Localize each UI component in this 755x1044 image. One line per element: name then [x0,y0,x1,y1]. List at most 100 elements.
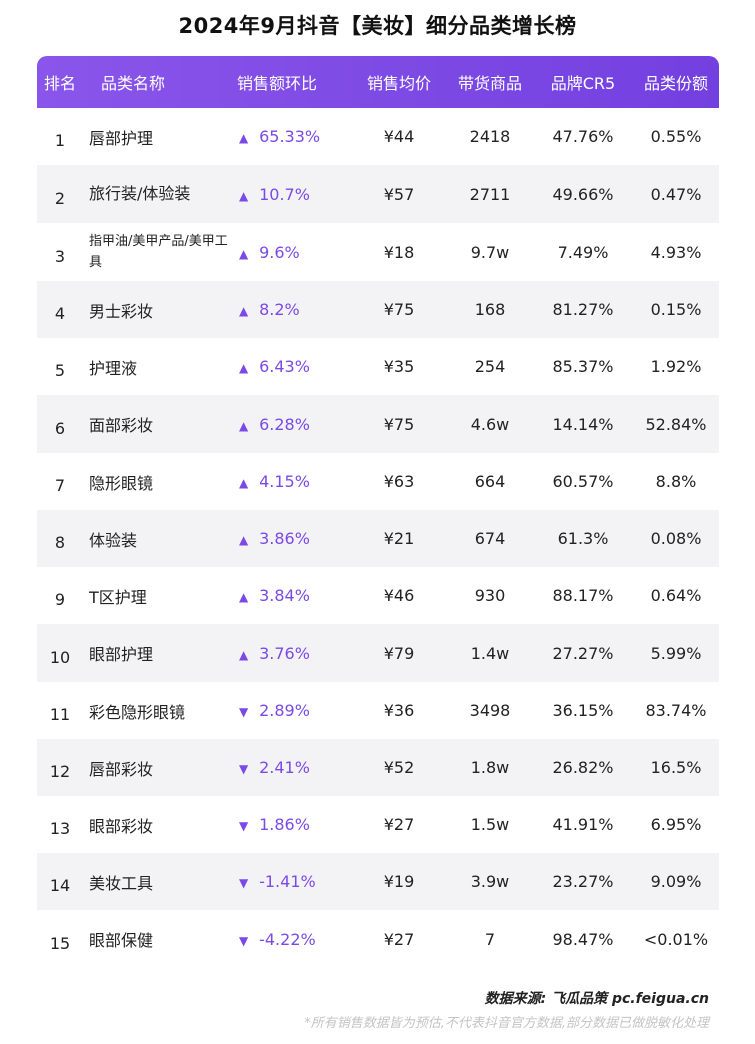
sales-change-value: 3.84% [259,586,310,605]
triangle-up-icon: ▲ [239,131,249,145]
category-share-cell: 0.08% [650,529,702,548]
goods-cell: 930 [474,586,506,605]
brand-cr5-cell: 27.27% [552,643,614,663]
table-row: 2 旅行装/体验装 ▲ 10.7% ¥57 2711 49.66% 0.47% [37,165,719,223]
triangle-down-icon: ▼ [239,819,249,833]
page-title: 2024年9月抖音【美妆】细分品类增长榜 [178,14,577,38]
category-share-cell: 83.74% [645,701,707,720]
table-body: 1 唇部护理 ▲ 65.33% ¥44 2418 47.76% 0.55% 2 旅行装/体验装 ▲… [37,108,719,968]
category-share-cell: 8.8% [655,472,697,491]
sales-change-value: 4.15% [259,472,310,491]
sales-change-value: 2.89% [259,701,310,720]
category-cell: 眼部护理 [89,645,154,664]
header-rank: 排名 [43,74,76,93]
avg-price-cell: ¥36 [383,701,415,720]
category-cell: 彩色隐形眼镜 [89,702,186,722]
rank-cell: 10 [49,647,71,667]
goods-cell: 664 [474,472,506,491]
category-share-cell: 0.55% [650,127,702,146]
sales-change-cell: ▲ 10.7% [229,185,351,204]
disclaimer-note: *所有销售数据皆为预估,不代表抖音官方数据,部分数据已做脱敏化处理 [304,1016,709,1031]
category-cell: 眼部彩妆 [89,816,154,836]
goods-cell: 7 [484,929,496,949]
triangle-up-icon: ▲ [239,361,249,375]
table-row: 9 T区护理 ▲ 3.84% ¥46 930 88.17% 0.64% [37,567,719,624]
header-sales-change: 销售额环比 [237,74,318,93]
ranking-table: 排名 品类名称 销售额环比 销售均价 带货商品 品牌CR5 品类份额 1 唇部护理… [37,56,719,968]
avg-price-cell: ¥27 [383,815,415,834]
header-avg-price: 销售均价 [366,74,431,93]
header-goods: 带货商品 [457,74,522,93]
goods-cell: 1.4w [470,643,510,663]
category-cell: 唇部护理 [89,128,154,148]
header-brand-cr5: 品牌CR5 [550,74,616,93]
category-share-cell: 9.09% [650,872,702,891]
table-row: 5 护理液 ▲ 6.43% ¥35 254 85.37% 1.92% [37,338,719,395]
sales-change-value: 8.2% [259,300,300,319]
table-row: 11 彩色隐形眼镜 ▼ 2.89% ¥36 3498 36.15% 83.74% [37,682,719,739]
category-share-cell: 5.99% [650,643,702,663]
rank-cell: 11 [49,705,71,724]
triangle-up-icon: ▲ [239,304,249,318]
category-cell: 体验装 [89,530,138,550]
brand-cr5-cell: 23.27% [552,872,614,891]
sales-change-cell: ▲ 9.6% [229,243,351,262]
avg-price-cell: ¥75 [383,414,415,434]
category-share-cell: 16.5% [650,758,702,777]
sales-change-value: 10.7% [259,184,310,204]
sales-change-cell: ▲ 3.86% [229,529,351,548]
avg-price-cell: ¥19 [383,872,415,891]
table-row: 12 唇部彩妆 ▼ 2.41% ¥52 1.8w 26.82% 16.5% [37,739,719,796]
sales-change-value: -4.22% [259,929,316,949]
table-row: 8 体验装 ▲ 3.86% ¥21 674 61.3% 0.08% [37,510,719,567]
brand-cr5-cell: 61.3% [557,529,609,548]
rank-cell: 4 [54,304,66,323]
avg-price-cell: ¥52 [383,758,415,777]
triangle-down-icon: ▼ [239,762,249,776]
goods-cell: 1.8w [470,758,510,777]
goods-cell: 674 [474,529,506,548]
table-row: 1 唇部护理 ▲ 65.33% ¥44 2418 47.76% 0.55% [37,108,719,165]
goods-cell: 9.7w [470,242,510,262]
brand-cr5-cell: 26.82% [552,758,614,777]
category-share-cell: 6.95% [650,815,702,834]
goods-cell: 1.5w [470,815,510,834]
sales-change-value: 1.86% [259,815,310,834]
brand-cr5-cell: 47.76% [552,127,614,146]
triangle-down-icon: ▼ [239,933,249,948]
category-share-cell: 0.15% [650,300,702,319]
triangle-up-icon: ▲ [239,533,249,547]
table-row: 7 隐形眼镜 ▲ 4.15% ¥63 664 60.57% 8.8% [37,453,719,510]
sales-change-cell: ▲ 6.43% [229,357,351,376]
table-row: 3 指甲油/美甲产品/美甲工具 ▲ 9.6% ¥18 9.7w 7.49% 4.93% [37,223,719,281]
goods-cell: 2711 [469,184,511,204]
category-cell: 眼部保健 [89,931,154,950]
brand-cr5-cell: 88.17% [552,586,614,605]
rank-cell: 2 [54,188,66,208]
rank-cell: 5 [54,361,66,380]
sales-change-value: 2.41% [259,758,310,777]
brand-cr5-cell: 98.47% [552,929,614,949]
category-cell: 旅行装/体验装 [89,184,191,203]
sales-change-cell: ▼ 1.86% [229,815,351,834]
category-share-cell: 0.47% [650,184,702,204]
category-cell: 唇部彩妆 [89,759,154,779]
triangle-up-icon: ▲ [239,647,249,662]
brand-cr5-cell: 49.66% [552,184,614,204]
category-share-cell: 52.84% [645,414,707,434]
rank-cell: 14 [49,876,71,895]
rank-cell: 13 [49,819,71,838]
sales-change-value: 6.43% [259,357,310,376]
triangle-up-icon: ▲ [239,476,249,490]
header-category-share: 品类份额 [643,74,708,93]
avg-price-cell: ¥21 [383,529,415,548]
triangle-down-icon: ▼ [239,705,249,719]
category-share-cell: <0.01% [643,929,709,949]
goods-cell: 168 [474,300,506,319]
goods-cell: 3.9w [470,872,510,891]
header-category: 品类名称 [101,74,166,93]
table-header: 排名 品类名称 销售额环比 销售均价 带货商品 品牌CR5 品类份额 [37,56,719,108]
sales-change-value: 6.28% [259,414,310,434]
data-source: 数据来源: 飞瓜品策 pc.feigua.cn [484,991,709,1007]
rank-cell: 1 [54,131,66,150]
